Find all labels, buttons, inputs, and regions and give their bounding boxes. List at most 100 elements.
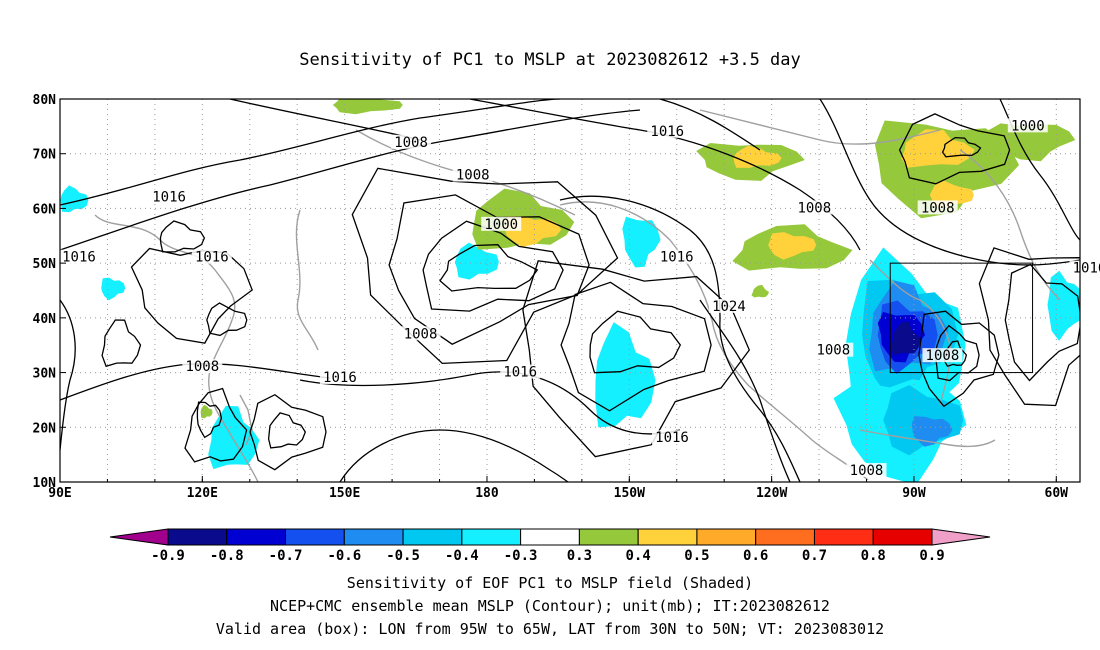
- contour-label-bg: [182, 359, 223, 374]
- contour-label: 1016: [62, 250, 96, 266]
- contour-label: 1008: [926, 348, 960, 364]
- shade-region-22: [768, 232, 817, 260]
- isobar-ring-3: [351, 167, 619, 365]
- map-frame: [59, 98, 1081, 483]
- contour-label-bg: [922, 348, 963, 363]
- contour-label: 1016: [503, 365, 537, 381]
- contour-label: 1008: [185, 359, 219, 375]
- shade-region-14: [101, 277, 126, 301]
- colorbar-box: [872, 528, 933, 546]
- isobar-ring-1: [422, 220, 564, 312]
- isobar-ring-5: [560, 281, 712, 412]
- colorbar-box: [578, 528, 639, 546]
- x-tick-label: 90E: [48, 486, 71, 501]
- isobar-line-5: [559, 195, 801, 482]
- isobar-ring-21: [978, 247, 1080, 407]
- x-tick-label: 60W: [1045, 486, 1069, 501]
- isobar-ring-9: [918, 310, 1000, 408]
- contour-label: 1016: [1073, 261, 1100, 277]
- colorbar-box: [285, 528, 345, 546]
- isobar-ring-15: [184, 387, 248, 463]
- contour-label-bg: [794, 200, 835, 215]
- contour-label: 1008: [816, 343, 850, 359]
- contour-label: 1016: [660, 250, 694, 266]
- isobar-ring-20: [1004, 263, 1080, 382]
- contour-label: 1016: [323, 370, 357, 386]
- coastline-5: [869, 259, 952, 406]
- x-tick-label: 150E: [329, 486, 360, 501]
- contour-label-bg: [846, 463, 887, 478]
- isobar-line-7: [60, 363, 331, 401]
- y-tick-label: 80N: [33, 93, 57, 108]
- contour-label-bg: [652, 430, 692, 445]
- chart-title: Sensitivity of PC1 to MSLP at 2023082612…: [299, 50, 801, 70]
- contour-label: 1008: [404, 326, 438, 342]
- coastline-1: [295, 209, 319, 351]
- isobar-ring-16: [159, 220, 206, 253]
- shade-region-10: [622, 216, 661, 268]
- isobar-ring-6: [522, 260, 751, 458]
- contour-label-bg: [500, 364, 541, 379]
- shade-region-12: [208, 405, 260, 470]
- isobar-line-4: [659, 99, 761, 151]
- contour-label: 1008: [850, 463, 884, 479]
- shade-region-11: [454, 242, 499, 280]
- isobar-ring-4: [589, 310, 682, 374]
- valid-area-rect: [889, 262, 1034, 374]
- isobar-ring-10: [941, 136, 982, 158]
- colorbar-left-arrow: [109, 528, 169, 546]
- colorbar-box: [167, 528, 228, 546]
- contour-label: 1008: [797, 200, 831, 216]
- colorbar-label: 0.4: [626, 548, 651, 564]
- colorbar-label: 0.8: [861, 548, 886, 564]
- shade-region-5: [890, 321, 921, 356]
- colorbar-box: [520, 528, 580, 546]
- footer-line-1: Sensitivity of EOF PC1 to MSLP field (Sh…: [346, 574, 754, 592]
- contour-label: 1008: [456, 168, 490, 184]
- x-tick-label: 150W: [614, 486, 645, 501]
- coastline-8: [859, 429, 996, 448]
- y-tick-label: 50N: [33, 257, 57, 272]
- shade-region-18: [332, 99, 403, 115]
- contour-labels: 1008 1016 1000 1008 1016 1000 1008 1008 1016 1016…: [58, 118, 1100, 479]
- x-tick-label: 120E: [187, 486, 218, 501]
- contour-label-bg: [191, 249, 232, 264]
- footer-line-3: Valid area (box): LON from 95W to 65W, L…: [215, 620, 885, 638]
- colorbar-label: -0.8: [210, 548, 244, 564]
- colorbar-box: [813, 528, 874, 546]
- colorbar-box: [755, 528, 815, 546]
- contour-label-bg: [400, 326, 441, 341]
- coastline-0: [94, 214, 259, 482]
- isobar-line-12: [339, 429, 569, 482]
- colorbar-label: -0.4: [445, 548, 479, 564]
- isobar-line-0: [60, 109, 641, 251]
- contour-label: 1000: [1011, 118, 1045, 134]
- shade-region-28: [200, 404, 213, 419]
- contour-label: 1016: [655, 430, 689, 446]
- contour-label-bg: [813, 342, 854, 357]
- contour-label-bg: [391, 134, 432, 149]
- contour-label-bg: [917, 200, 958, 215]
- x-tick-label: 120W: [756, 486, 787, 501]
- contour-label-bg: [656, 249, 697, 264]
- x-axis-ticks: 90E 120E 150E 180 150W 120W 90W 60W: [48, 476, 1068, 501]
- colorbar-box: [461, 528, 522, 546]
- colorbar-label: -0.9: [151, 548, 185, 564]
- shade-region-15: [1047, 270, 1080, 341]
- contour-label: 1016: [152, 189, 186, 205]
- shade-region-13: [60, 185, 89, 213]
- shade-region-27: [751, 284, 769, 298]
- contour-label-bg: [452, 167, 493, 182]
- mslp-contours: [60, 99, 1080, 482]
- contour-label-bg: [481, 216, 522, 231]
- colorbar-right-arrow: [931, 528, 991, 546]
- x-tick-label: 180: [475, 486, 499, 501]
- colorbar-label: 0.9: [919, 548, 944, 564]
- colorbar-box: [637, 528, 698, 546]
- colorbar-label: 0.6: [743, 548, 768, 564]
- colorbar-label: 0.3: [567, 548, 592, 564]
- isobar-line-1: [60, 99, 561, 206]
- colorbar-label: -0.5: [386, 548, 420, 564]
- contour-label-bg: [647, 123, 688, 138]
